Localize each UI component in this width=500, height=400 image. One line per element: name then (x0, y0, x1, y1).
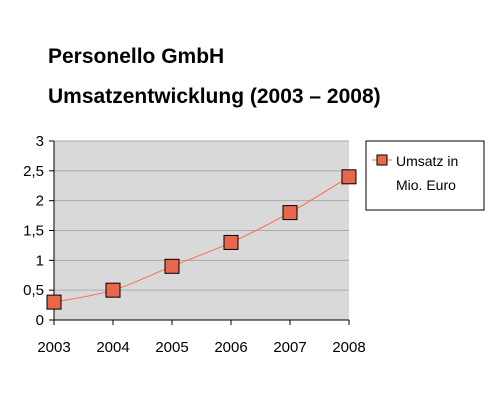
y-tick-label: 0,5 (23, 282, 44, 299)
plot-area: 0 0,5 1 1,5 2 2,5 3 2003 2004 2005 2006 2007 2008 (23, 133, 366, 356)
legend: Umsatz in Mio. Euro (365, 140, 485, 211)
x-tick-label: 2007 (273, 339, 306, 356)
legend-marker (376, 154, 388, 166)
legend-box (365, 140, 485, 211)
chart-title: Personello GmbH (48, 45, 224, 68)
x-tick-label: 2004 (96, 339, 129, 356)
y-tick-label: 3 (36, 133, 44, 150)
data-point-marker (282, 205, 298, 221)
legend-label-line-1: Umsatz in (396, 153, 458, 169)
y-tick-label: 0 (36, 312, 44, 329)
data-point-marker (105, 282, 121, 298)
data-point-marker (46, 294, 62, 310)
legend-label-line-2: Mio. Euro (396, 177, 456, 193)
data-point-marker (223, 234, 239, 250)
data-point-marker (341, 169, 357, 185)
x-tick-label: 2006 (214, 339, 247, 356)
y-tick-label: 2 (36, 193, 44, 210)
x-tick-label: 2008 (332, 339, 365, 356)
x-tick-label: 2005 (155, 339, 188, 356)
y-tick-label: 2,5 (23, 163, 44, 180)
y-tick-label: 1 (36, 252, 44, 269)
x-tick-label: 2003 (37, 339, 70, 356)
y-tick-label: 1,5 (23, 223, 44, 240)
chart-subtitle: Umsatzentwicklung (2003 – 2008) (48, 85, 381, 108)
data-point-marker (164, 258, 180, 274)
